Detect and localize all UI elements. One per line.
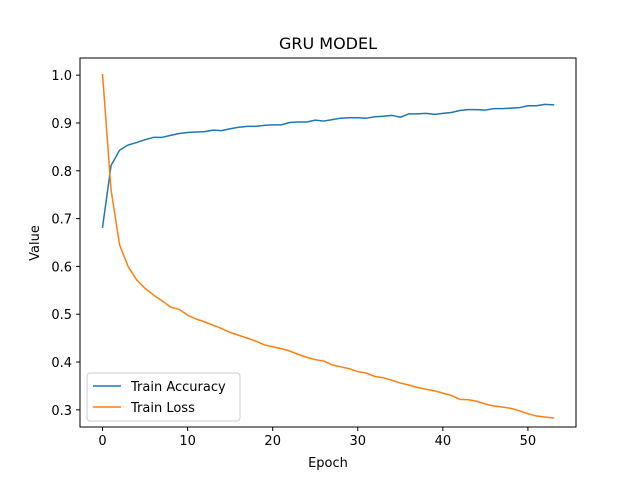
legend-label-train-loss: Train Loss [130, 401, 195, 416]
x-tick-label: 40 [435, 434, 452, 449]
chart-title: GRU MODEL [279, 34, 377, 53]
y-tick-label: 0.3 [51, 404, 72, 419]
y-tick-label: 0.7 [51, 213, 72, 228]
legend-label-train-accuracy: Train Accuracy [130, 380, 226, 395]
x-tick-label: 10 [179, 434, 196, 449]
y-tick-label: 0.6 [51, 260, 72, 275]
y-tick-label: 0.9 [51, 117, 72, 132]
y-tick-label: 0.5 [51, 308, 72, 323]
series-line-train-loss [101, 73, 555, 419]
y-tick-label: 0.4 [51, 356, 72, 371]
legend-box [86, 372, 241, 422]
x-tick-label: 0 [98, 434, 106, 449]
y-axis-label: Value [28, 225, 43, 261]
x-tick-label: 20 [264, 434, 281, 449]
x-tick-label: 30 [350, 434, 367, 449]
y-tick-label: 0.8 [51, 165, 72, 180]
series-layer [101, 73, 555, 419]
y-tick-label: 1.0 [51, 69, 72, 84]
plot-area-frame [79, 57, 577, 428]
x-axis-label: Epoch [308, 456, 348, 471]
series-line-train-accuracy [101, 103, 555, 229]
ticks-layer: 0 10 20 30 40 50 0.3 0.4 0.5 0.6 0.7 0.8 0.9 1.0 [51, 69, 536, 449]
x-tick-label: 50 [520, 434, 537, 449]
legend: Train Accuracy Train Loss [86, 372, 241, 422]
